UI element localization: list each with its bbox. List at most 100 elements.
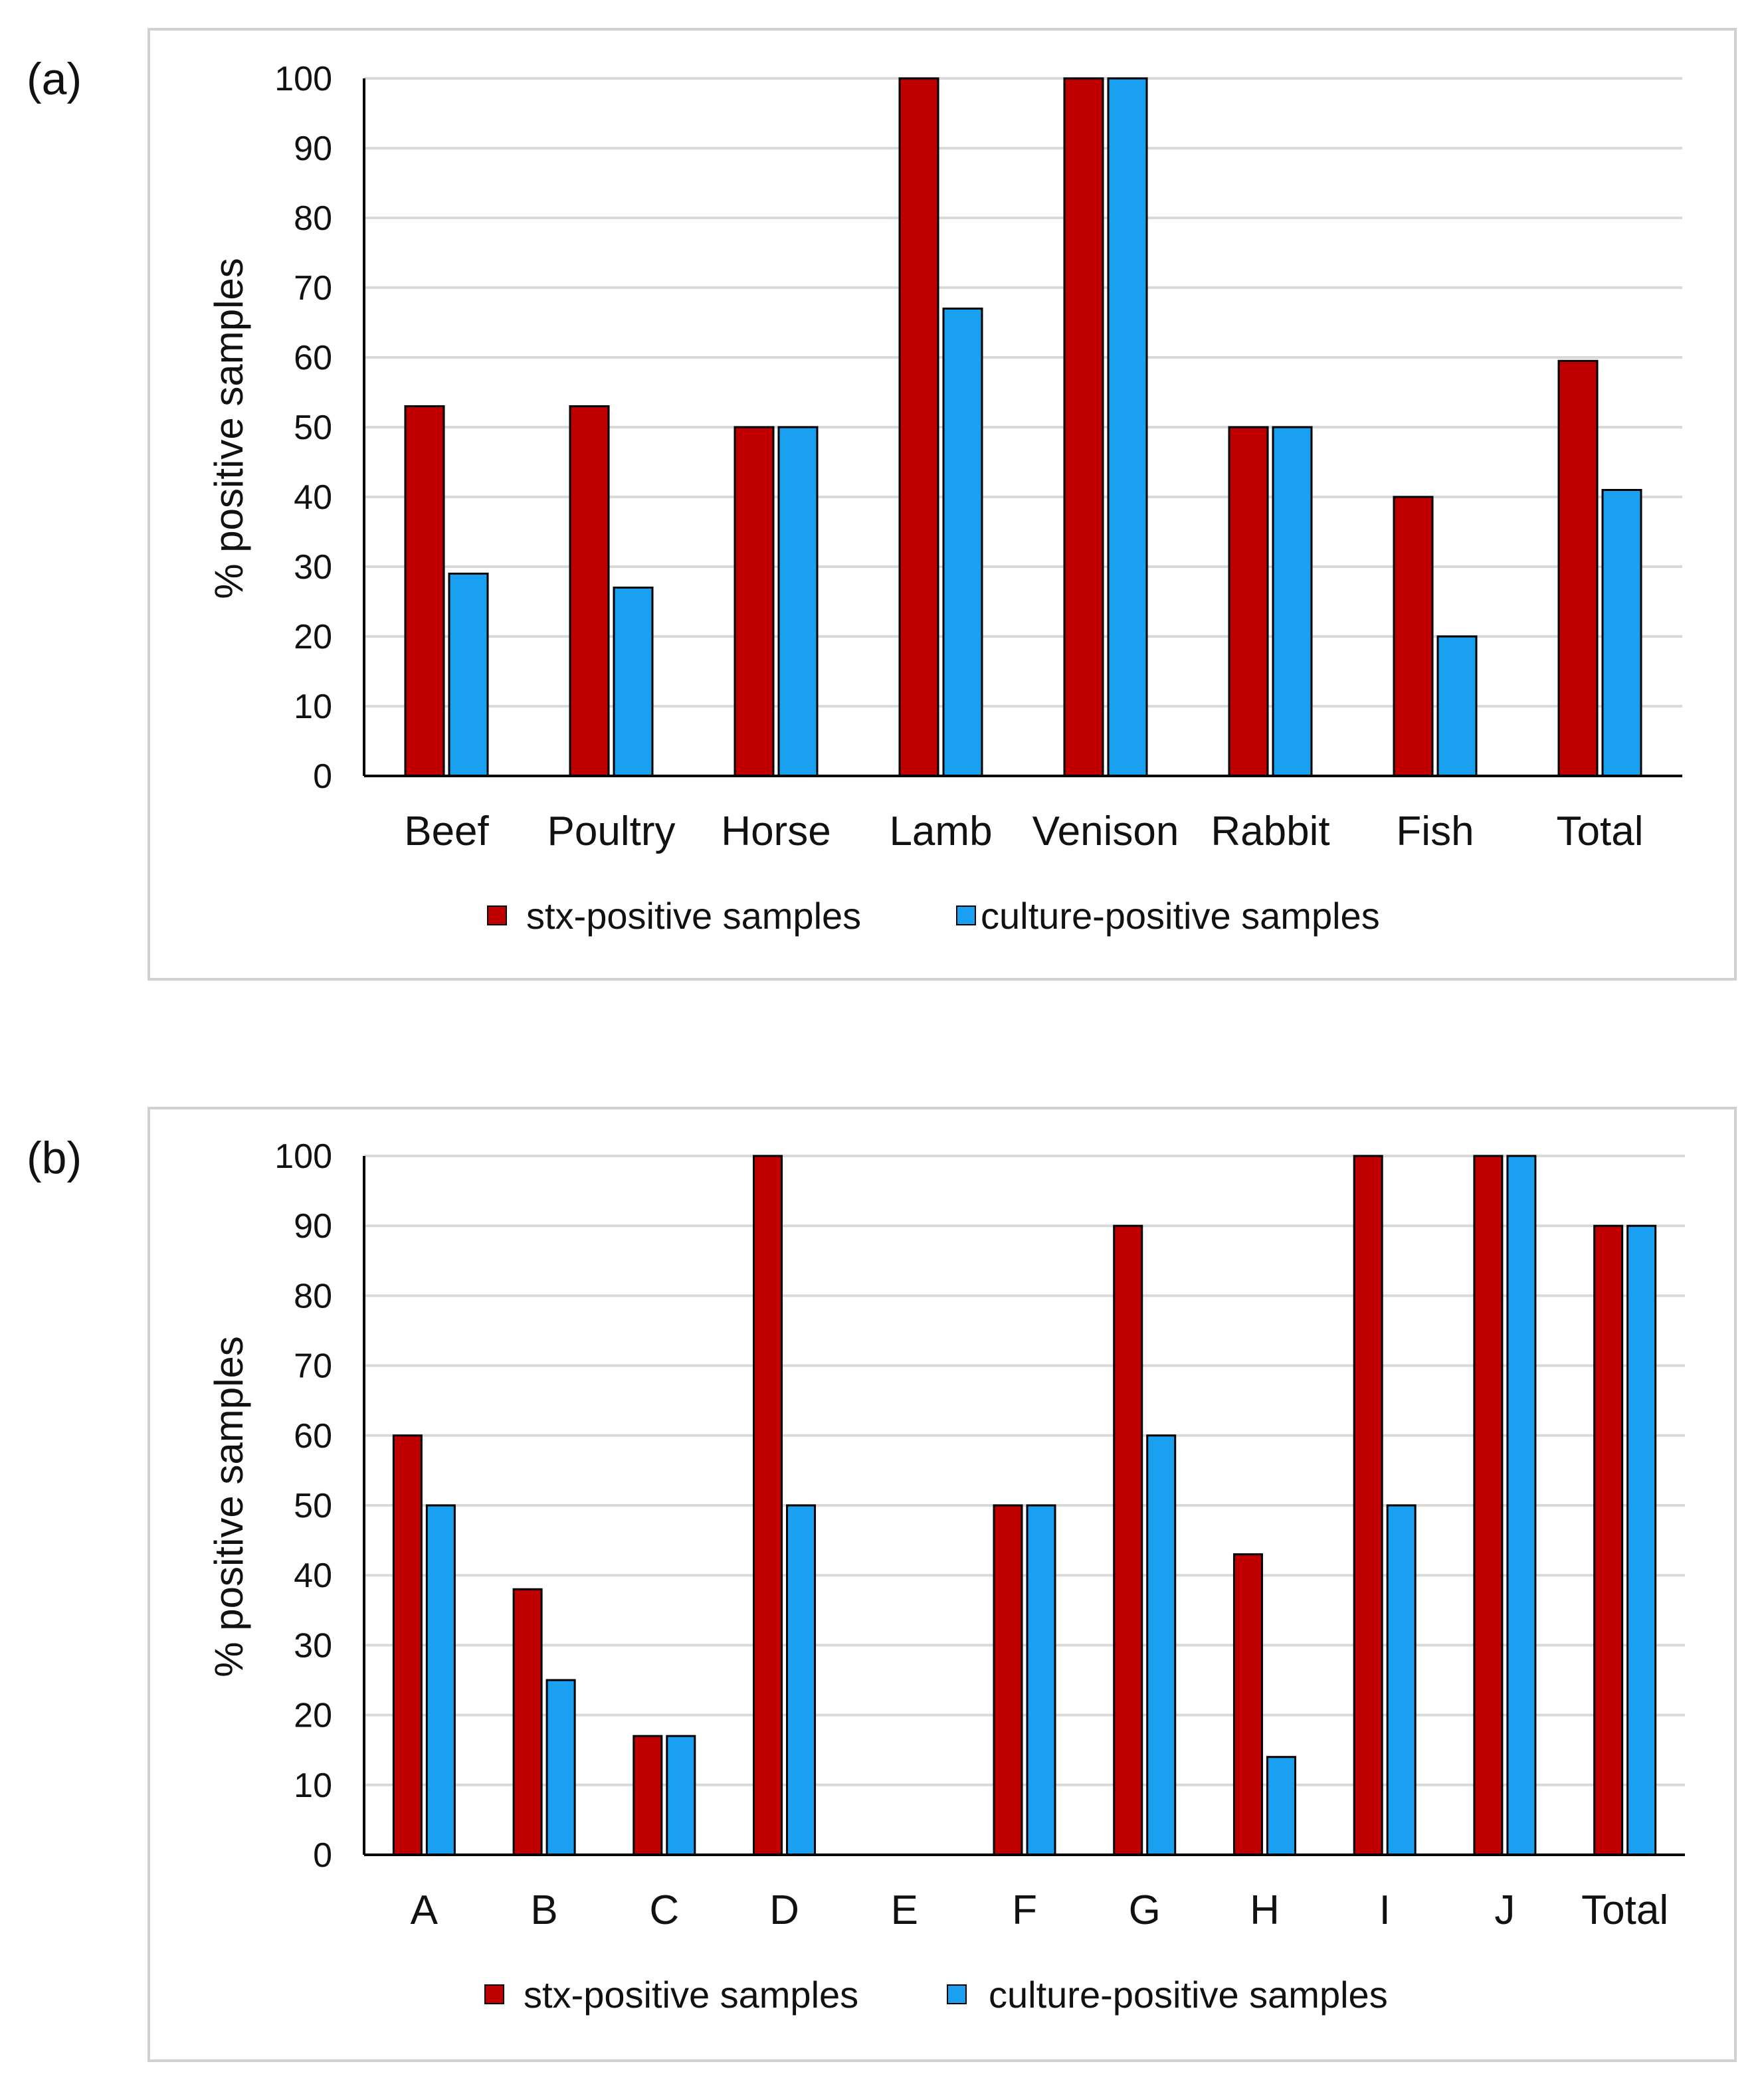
y-ticks-b: 0 10 20 30 40 50 60 70 80 90 100 <box>274 1137 332 1875</box>
axes-a <box>363 78 1682 777</box>
bar-stx-venison <box>1063 77 1104 777</box>
category-label-b: B <box>530 1887 557 1933</box>
bar-stx-beef <box>404 405 445 777</box>
category-label-i: I <box>1379 1887 1391 1933</box>
legend-label-culture-b: culture-positive samples <box>989 1974 1388 2016</box>
y-tick-label-30: 30 <box>294 1626 332 1665</box>
bar-culture-b <box>545 1679 576 1856</box>
bars-a <box>404 77 1642 777</box>
y-tick-label-70: 70 <box>294 1347 332 1386</box>
gridlines-b <box>364 1155 1685 1786</box>
bar-culture-f <box>1026 1504 1056 1856</box>
bar-stx-c <box>633 1735 663 1856</box>
y-axis-title-b: % positive samples <box>207 1336 251 1677</box>
category-labels-b: A B C D E F G H I J Total <box>411 1887 1668 1933</box>
bar-culture-c <box>666 1735 696 1856</box>
legend-swatch-culture-a <box>956 905 976 925</box>
legend-label-stx-a: stx-positive samples <box>526 895 861 937</box>
bars-b <box>392 1155 1657 1856</box>
y-tick-label-30: 30 <box>294 548 332 587</box>
y-tick-label-50: 50 <box>294 1487 332 1525</box>
bar-stx-lamb <box>898 77 939 777</box>
bar-culture-fish <box>1436 635 1478 777</box>
panel-label-b: (b) <box>27 1133 82 1183</box>
category-label-g: G <box>1129 1887 1161 1933</box>
category-label-total: Total <box>1557 808 1644 854</box>
bar-stx-h <box>1232 1553 1263 1856</box>
bar-stx-horse <box>734 426 775 777</box>
axes-b <box>363 1156 1685 1856</box>
legend-swatch-stx-a <box>487 905 507 925</box>
bar-culture-h <box>1266 1756 1296 1856</box>
bar-culture-total <box>1626 1224 1657 1856</box>
category-label-c: C <box>649 1887 679 1933</box>
category-label-a: A <box>411 1887 439 1933</box>
y-tick-label-10: 10 <box>294 688 332 726</box>
y-tick-label-70: 70 <box>294 269 332 308</box>
category-label-horse: Horse <box>721 808 831 854</box>
y-tick-label-80: 80 <box>294 1277 332 1315</box>
y-tick-label-20: 20 <box>294 1697 332 1735</box>
bar-stx-j <box>1473 1155 1504 1856</box>
bar-culture-i <box>1386 1504 1417 1856</box>
panel-label-a: (a) <box>27 54 82 104</box>
y-tick-label-90: 90 <box>294 1207 332 1246</box>
bar-culture-poultry <box>613 587 654 777</box>
bar-culture-venison <box>1107 77 1148 777</box>
y-tick-label-20: 20 <box>294 618 332 656</box>
y-tick-label-60: 60 <box>294 339 332 377</box>
category-label-total: Total <box>1581 1887 1668 1933</box>
bar-culture-total <box>1601 489 1642 777</box>
y-axis-title-a: % positive samples <box>207 258 251 599</box>
bar-culture-d <box>786 1504 817 1856</box>
category-label-h: H <box>1250 1887 1280 1933</box>
y-tick-label-40: 40 <box>294 1557 332 1595</box>
bar-culture-lamb <box>942 308 983 777</box>
legend-a: stx-positive samples culture-positive sa… <box>487 895 1380 937</box>
category-labels-a: Beef Poultry Horse Lamb Venison Rabbit Fish Tot… <box>404 808 1643 854</box>
bar-culture-j <box>1506 1155 1537 1856</box>
y-tick-label-40: 40 <box>294 478 332 517</box>
chart-panel-a: (a) % positive samples 0 10 20 30 40 50 60 70 80… <box>27 28 1737 981</box>
y-tick-label-0: 0 <box>313 1836 332 1875</box>
y-tick-label-80: 80 <box>294 199 332 238</box>
bar-culture-g <box>1146 1434 1177 1856</box>
bar-stx-total <box>1557 359 1599 777</box>
y-tick-label-100: 100 <box>274 1137 332 1176</box>
category-label-d: D <box>769 1887 799 1933</box>
bar-stx-rabbit <box>1228 426 1269 777</box>
category-label-poultry: Poultry <box>547 808 676 854</box>
y-ticks-a: 0 10 20 30 40 50 60 70 80 90 100 <box>274 60 332 796</box>
y-tick-label-90: 90 <box>294 130 332 168</box>
category-label-venison: Venison <box>1032 808 1179 854</box>
legend-label-culture-a: culture-positive samples <box>981 895 1380 937</box>
category-label-j: J <box>1494 1887 1515 1933</box>
bar-culture-beef <box>448 573 489 777</box>
y-tick-label-0: 0 <box>313 757 332 796</box>
category-label-rabbit: Rabbit <box>1211 808 1329 854</box>
y-tick-label-50: 50 <box>294 409 332 447</box>
category-label-lamb: Lamb <box>889 808 992 854</box>
bar-stx-poultry <box>569 405 610 777</box>
bar-stx-d <box>753 1155 783 1856</box>
bar-culture-a <box>425 1504 456 1856</box>
y-tick-label-60: 60 <box>294 1417 332 1456</box>
legend-swatch-stx-b <box>484 1984 504 2004</box>
bar-culture-rabbit <box>1272 426 1313 777</box>
bar-culture-horse <box>777 426 819 777</box>
category-label-f: F <box>1012 1887 1037 1933</box>
bar-stx-i <box>1353 1155 1383 1856</box>
bar-stx-b <box>512 1588 543 1856</box>
bar-stx-g <box>1113 1224 1143 1856</box>
bar-stx-total <box>1593 1224 1624 1856</box>
category-label-fish: Fish <box>1396 808 1474 854</box>
category-label-beef: Beef <box>404 808 489 854</box>
bar-stx-f <box>993 1504 1023 1856</box>
y-tick-label-100: 100 <box>274 60 332 98</box>
chart-panel-b: (b) % positive samples 0 10 20 30 40 50 60 70 80… <box>27 1107 1737 2062</box>
legend-label-stx-b: stx-positive samples <box>524 1974 858 2016</box>
legend-swatch-culture-b <box>947 1984 967 2004</box>
category-label-e: E <box>891 1887 918 1933</box>
bar-stx-a <box>392 1434 423 1856</box>
